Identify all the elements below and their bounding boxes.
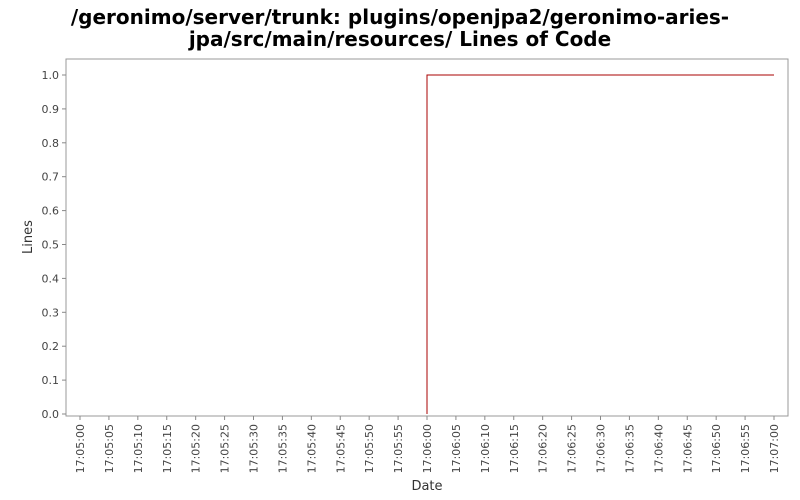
chart-title-line-2: jpa/src/main/resources/ Lines of Code <box>188 27 611 51</box>
x-tick-label: 17:06:55 <box>739 424 752 473</box>
x-tick-label: 17:06:40 <box>652 424 665 473</box>
x-tick-label: 17:05:05 <box>103 424 116 473</box>
x-tick-label: 17:06:20 <box>537 424 550 473</box>
y-tick-label: 0.6 <box>42 205 60 218</box>
chart-title-line-1: /geronimo/server/trunk: plugins/openjpa2… <box>71 5 729 29</box>
x-tick-label: 17:05:35 <box>276 424 289 473</box>
y-tick-label: 0.8 <box>42 137 60 150</box>
series-layer <box>426 74 774 414</box>
x-tick-label: 17:05:10 <box>132 424 145 473</box>
x-tick-label: 17:06:00 <box>421 424 434 473</box>
y-tick-label: 0.4 <box>42 272 60 285</box>
x-tick-label: 17:05:20 <box>190 424 203 473</box>
y-tick-label: 0.1 <box>42 374 60 387</box>
y-axis-title: Lines <box>21 220 36 254</box>
y-tick-label: 0.0 <box>42 408 60 421</box>
x-tick-label: 17:06:25 <box>566 424 579 473</box>
x-tick-label: 17:05:30 <box>248 424 261 473</box>
y-tick-label: 1.0 <box>42 69 60 82</box>
y-tick-label: 0.9 <box>42 103 60 116</box>
y-tick-label: 0.3 <box>42 306 60 319</box>
series-line <box>426 74 774 414</box>
x-tick-label: 17:07:00 <box>768 424 781 473</box>
x-tick-label: 17:06:35 <box>623 424 636 473</box>
x-tick-label: 17:05:55 <box>392 424 405 473</box>
x-tick-label: 17:05:00 <box>74 424 87 473</box>
x-axis: 17:05:00 17:05:05 17:05:10 17:05:15 17:05:20… <box>74 416 781 473</box>
y-tick-label: 0.7 <box>42 171 60 184</box>
x-tick-label: 17:06:30 <box>595 424 608 473</box>
x-tick-label: 17:06:45 <box>681 424 694 473</box>
x-tick-label: 17:06:10 <box>479 424 492 473</box>
y-axis: 0.0 0.1 0.2 0.3 0.4 0.5 0.6 0.7 0.8 0.9 1.0 <box>42 69 66 421</box>
x-tick-label: 17:05:50 <box>363 424 376 473</box>
x-tick-label: 17:05:25 <box>219 424 232 473</box>
x-tick-label: 17:05:15 <box>161 424 174 473</box>
x-axis-title: Date <box>411 479 442 494</box>
y-tick-label: 0.2 <box>42 340 60 353</box>
x-tick-label: 17:05:45 <box>334 424 347 473</box>
x-tick-label: 17:06:15 <box>508 424 521 473</box>
x-tick-label: 17:05:40 <box>305 424 318 473</box>
y-tick-label: 0.5 <box>42 239 60 252</box>
x-tick-label: 17:06:05 <box>450 424 463 473</box>
x-tick-label: 17:06:50 <box>710 424 723 473</box>
